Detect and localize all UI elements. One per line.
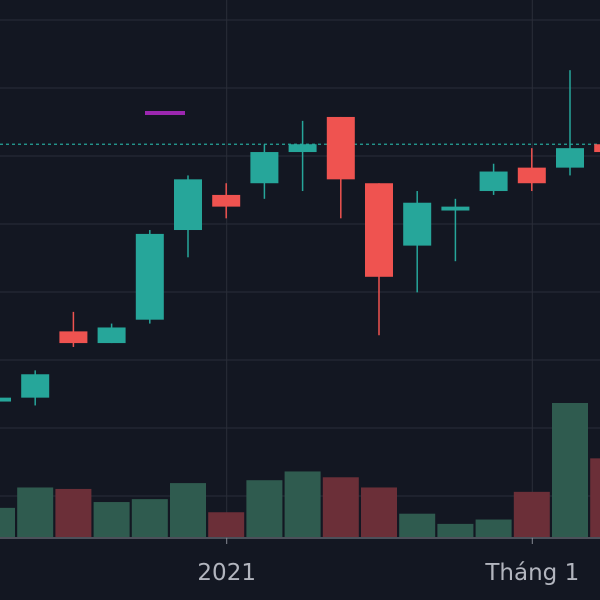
volume-bar [0, 507, 15, 537]
volume-bar [552, 403, 588, 537]
time-tick-label: Tháng 1 [484, 560, 579, 586]
candle-body [288, 144, 317, 153]
volume-bar [322, 477, 359, 537]
volume-bar [93, 502, 130, 537]
volume-bars [0, 403, 600, 537]
volume-bar [246, 480, 283, 537]
volume-bar [437, 523, 474, 537]
candle-body [135, 233, 164, 320]
volume-bar [17, 487, 54, 537]
price-candles [0, 70, 600, 406]
candle-body [479, 171, 508, 192]
candle-body [212, 194, 241, 207]
candle-body [326, 116, 355, 180]
candle-body [59, 331, 88, 344]
volume-bar [475, 519, 512, 537]
volume-bar [55, 488, 92, 537]
volume-bar [208, 512, 245, 537]
time-axis: 2021 Tháng 1 [0, 537, 600, 586]
grid-lines [0, 0, 600, 538]
time-tick-label: 2021 [197, 560, 256, 586]
candle-body [250, 152, 279, 184]
volume-bar [131, 499, 168, 537]
volume-bar [513, 491, 550, 537]
candle-body [174, 179, 202, 231]
candle-body [403, 202, 432, 246]
candle-body [556, 148, 584, 168]
candle-body [97, 327, 126, 344]
candle-body [441, 206, 470, 211]
candle-body [517, 167, 546, 184]
volume-bar [590, 458, 600, 537]
volume-bar [361, 487, 397, 537]
candle-body [365, 183, 393, 277]
candle-body [0, 397, 11, 402]
volume-bar [284, 471, 321, 537]
volume-bar [399, 513, 436, 537]
candle-body [21, 374, 50, 398]
volume-bar [170, 483, 206, 537]
candle-body [594, 144, 600, 153]
